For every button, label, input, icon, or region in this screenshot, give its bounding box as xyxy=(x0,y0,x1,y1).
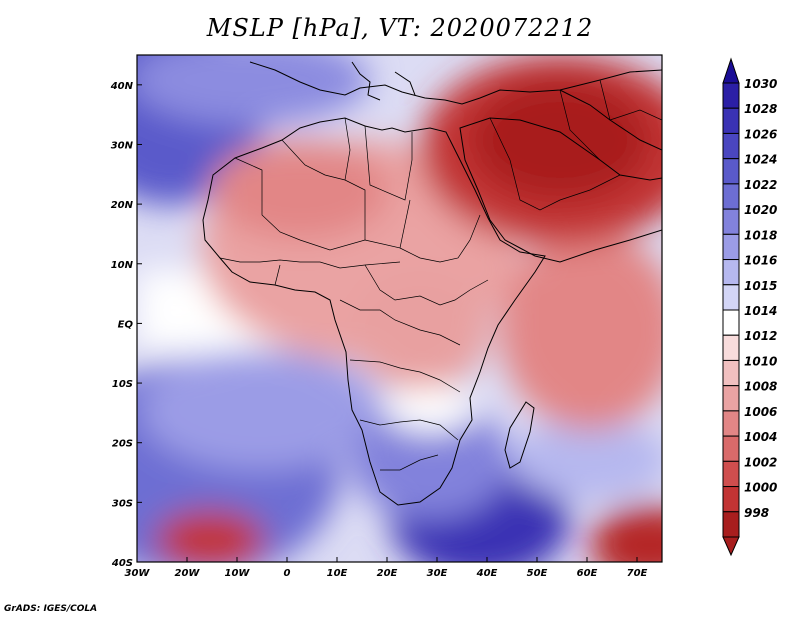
colorbar-swatch xyxy=(722,334,740,361)
colorbar-swatch xyxy=(722,385,740,412)
lon-tick-label: 60E xyxy=(577,568,598,579)
colorbar-label: 1014 xyxy=(744,304,777,318)
coastlines xyxy=(202,61,662,506)
lat-tick-label: EQ xyxy=(118,319,134,330)
latitude-ticks: 40N 30N 20N 10N EQ 10S 20S 30S 40S xyxy=(110,81,142,569)
colorbar-label: 1020 xyxy=(744,203,777,217)
lon-tick-label: 10E xyxy=(327,568,348,579)
colorbar-swatch xyxy=(722,460,740,488)
colorbar-swatch xyxy=(722,82,740,109)
colorbar-swatch xyxy=(722,486,740,513)
lat-tick-label: 20S xyxy=(112,439,133,450)
colorbar-label: 1006 xyxy=(744,405,777,419)
colorbar-label: 1024 xyxy=(744,153,777,167)
lat-tick-label: 30S xyxy=(112,498,133,509)
longitude-ticks: 30W 20W 10W 0 10E 20E 30E 40E 50E 60E 70E xyxy=(125,557,648,579)
country-borders xyxy=(219,79,662,471)
lon-tick-label: 70E xyxy=(627,568,648,579)
colorbar-swatch xyxy=(722,183,740,210)
lat-tick-label: 10S xyxy=(112,379,133,390)
colorbar-label: 1018 xyxy=(744,228,777,242)
colorbar-label: 1022 xyxy=(744,178,777,192)
lat-tick-label: 30N xyxy=(111,140,134,151)
colorbar-swatch xyxy=(722,132,740,160)
colorbar-swatch xyxy=(722,410,740,437)
colorbar-bottom-arrow xyxy=(722,536,740,557)
colorbar-top-arrow xyxy=(722,57,740,84)
lat-tick-label: 40N xyxy=(110,81,134,92)
pressure-field xyxy=(137,55,662,562)
lat-tick-label: 10N xyxy=(111,260,134,271)
colorbar-label: 1004 xyxy=(744,430,777,444)
lon-tick-label: 20W xyxy=(175,568,201,579)
colorbar-swatch xyxy=(722,284,740,311)
lon-tick-label: 10W xyxy=(225,568,251,579)
colorbar-label: 1026 xyxy=(744,127,777,141)
lat-tick-label: 40S xyxy=(111,558,133,569)
colorbar-swatch xyxy=(722,259,740,286)
colorbar-label: 1012 xyxy=(744,329,777,343)
colorbar-label: 1010 xyxy=(744,354,777,368)
colorbar-label: 1028 xyxy=(744,102,777,116)
map-title: MSLP [hPa], VT: 2020072212 xyxy=(206,14,594,42)
lon-tick-label: 20E xyxy=(377,568,398,579)
credit-text: GrADS: IGES/COLA xyxy=(4,604,98,614)
map-frame xyxy=(136,54,663,563)
colorbar-label: 1016 xyxy=(744,254,777,268)
lat-tick-label: 20N xyxy=(111,200,134,211)
colorbar-swatch xyxy=(722,309,740,336)
colorbar-swatch xyxy=(722,359,740,387)
lon-tick-label: 50E xyxy=(527,568,548,579)
lon-tick-label: 40E xyxy=(476,568,498,579)
lon-tick-label: 30W xyxy=(125,568,151,579)
colorbar-label: 1030 xyxy=(744,77,777,91)
colorbar-swatch xyxy=(722,233,740,261)
colorbar: 1030 1028 1026 1024 1022 1020 1018 1016 1015 1014… xyxy=(722,57,777,557)
colorbar-label: 1000 xyxy=(744,481,777,495)
colorbar-label: 1002 xyxy=(744,455,777,469)
colorbar-label: 1015 xyxy=(744,279,777,293)
colorbar-label: 1008 xyxy=(744,380,777,394)
colorbar-swatch xyxy=(722,435,740,462)
colorbar-swatch xyxy=(722,511,740,538)
lon-tick-label: 30E xyxy=(427,568,448,579)
colorbar-swatch xyxy=(722,208,740,235)
colorbar-swatch xyxy=(722,158,740,185)
lon-tick-label: 0 xyxy=(284,568,291,579)
colorbar-label: 998 xyxy=(744,506,769,520)
colorbar-swatch xyxy=(722,107,740,134)
